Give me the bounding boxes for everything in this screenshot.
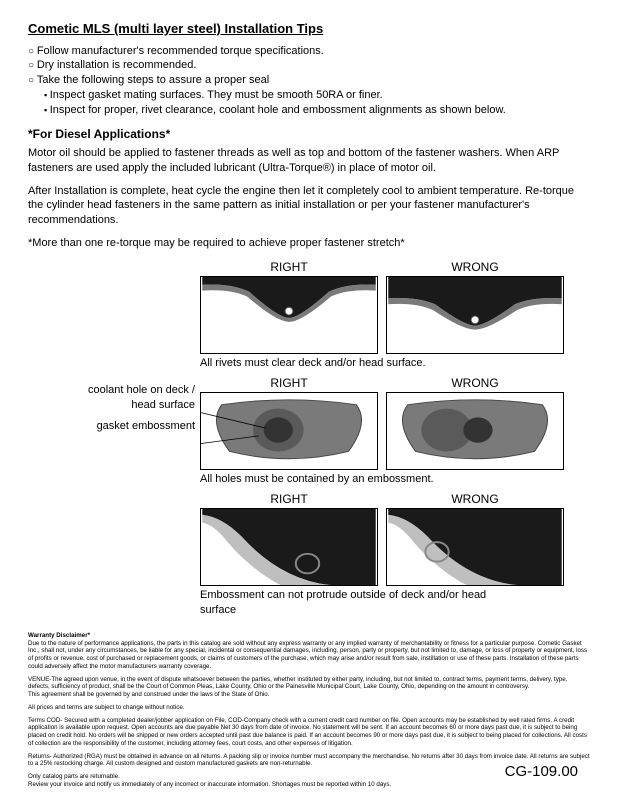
figure-rivet-wrong xyxy=(386,276,564,354)
diesel-paragraph: *More than one re-torque may be required… xyxy=(28,236,590,251)
inner-bullet: Inspect for proper, rivet clearance, coo… xyxy=(44,103,590,118)
document-number: CG-109.00 xyxy=(505,762,578,782)
caption-3: Embossment can not protrude outside of d… xyxy=(200,588,500,618)
fine-paragraph: Due to the nature of performance applica… xyxy=(28,640,590,671)
diesel-heading: *For Diesel Applications* xyxy=(28,126,590,142)
figure-hole-right xyxy=(200,392,378,470)
bullet-item: Dry installation is recommended. xyxy=(28,58,590,73)
fine-paragraph: All prices and terms are subject to chan… xyxy=(28,704,590,712)
bullet-item: Take the following steps to assure a pro… xyxy=(28,73,590,118)
fine-paragraph: VENUE-The agreed upon venue, in the even… xyxy=(28,676,590,699)
callout-embossment: gasket embossment xyxy=(75,419,195,434)
figure-emboss-right xyxy=(200,508,378,586)
bullet-list: Follow manufacturer's recommended torque… xyxy=(28,44,590,118)
figure-emboss-wrong xyxy=(386,508,564,586)
caption-2: All holes must be contained by an emboss… xyxy=(200,472,590,487)
diesel-paragraph: After Installation is complete, heat cyc… xyxy=(28,184,590,229)
figure-label-wrong: WRONG xyxy=(386,491,564,507)
bullet-item: Follow manufacturer's recommended torque… xyxy=(28,44,590,59)
figure-row-3: RIGHT WRONG xyxy=(28,491,590,586)
callout-coolant-hole: coolant hole on deck / head surface xyxy=(75,383,195,413)
figure-label-right: RIGHT xyxy=(200,259,378,275)
figure-label-right: RIGHT xyxy=(200,491,378,507)
figure-label-wrong: WRONG xyxy=(386,375,564,391)
figure-row-1: RIGHT WRONG xyxy=(28,259,590,354)
caption-1: All rivets must clear deck and/or head s… xyxy=(200,356,590,371)
fine-paragraph: Terms COD- Secured with a completed deal… xyxy=(28,717,590,748)
warranty-heading: Warranty Disclaimer* xyxy=(28,632,590,640)
figure-label-right: RIGHT xyxy=(200,375,378,391)
inner-bullet: Inspect gasket mating surfaces. They mus… xyxy=(44,88,590,103)
page-title: Cometic MLS (multi layer steel) Installa… xyxy=(28,20,590,38)
figure-label-wrong: WRONG xyxy=(386,259,564,275)
figure-rivet-right xyxy=(200,276,378,354)
figure-hole-wrong xyxy=(386,392,564,470)
diesel-paragraph: Motor oil should be applied to fastener … xyxy=(28,146,590,176)
